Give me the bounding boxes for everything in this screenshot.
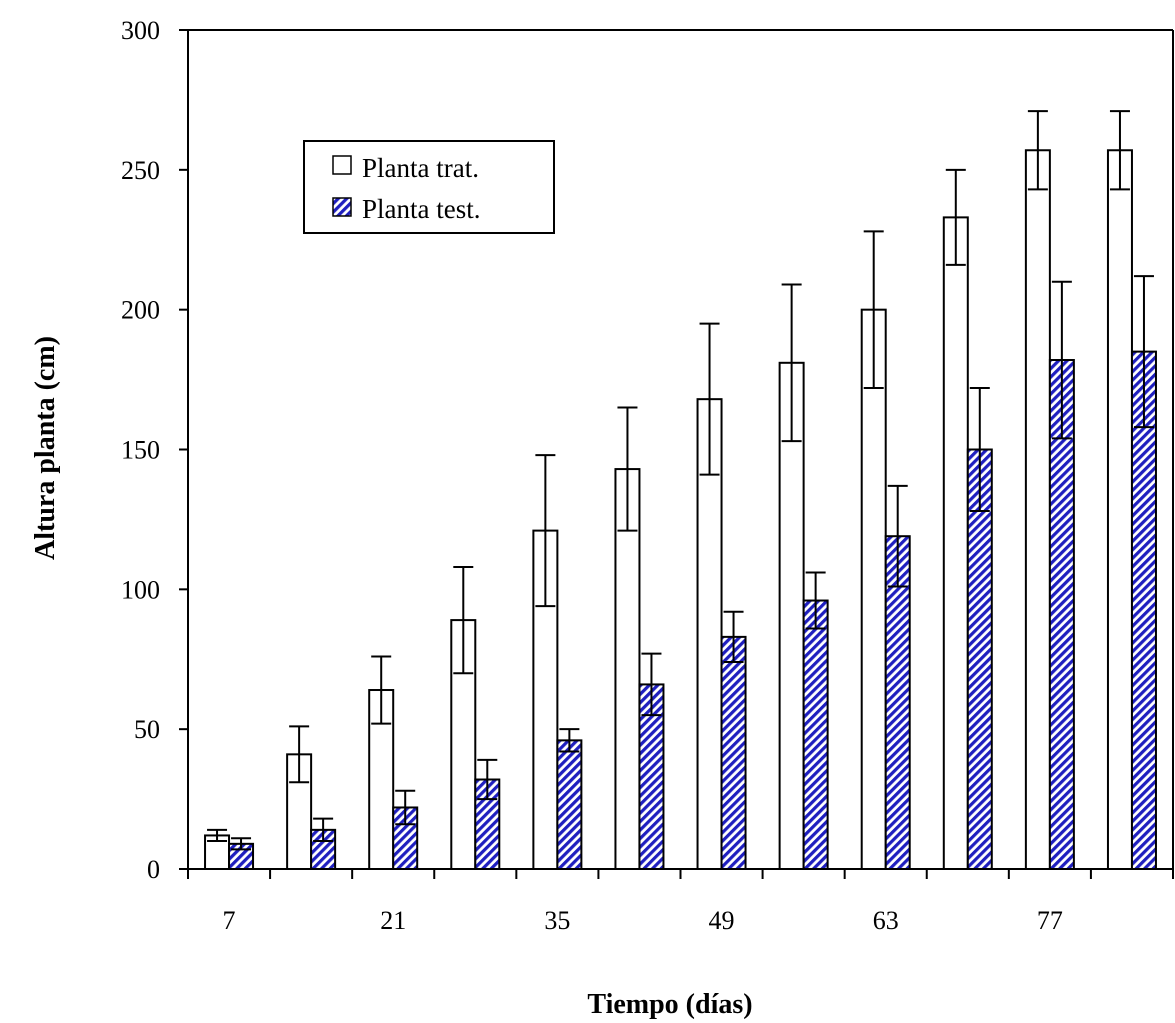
bar-trat <box>1024 149 1051 871</box>
x-tick-label: 21 <box>380 906 406 935</box>
bar-trat <box>696 398 723 870</box>
bar-test <box>556 739 583 870</box>
bar-trat <box>450 619 477 871</box>
y-tick-label: 0 <box>147 855 160 884</box>
legend-swatch-trat <box>332 155 352 175</box>
bar-test <box>474 778 501 870</box>
y-tick-label: 250 <box>121 156 160 185</box>
bar-trat <box>942 216 969 871</box>
y-tick-label: 50 <box>134 715 160 744</box>
bar-trat <box>614 468 641 870</box>
x-tick-label: 63 <box>873 906 899 935</box>
x-tick-label: 7 <box>223 906 236 935</box>
y-tick-label: 200 <box>121 296 160 325</box>
legend-swatch-test <box>332 197 352 217</box>
error-bars <box>207 110 1154 851</box>
bar-test <box>966 448 993 870</box>
x-tick-label: 49 <box>709 906 735 935</box>
bar-trat <box>1106 149 1133 871</box>
x-tick-label: 77 <box>1037 906 1063 935</box>
legend-label-trat: Planta trat. <box>362 153 479 183</box>
bar-test <box>1130 350 1157 871</box>
bar-test <box>720 635 747 870</box>
y-tick-label: 150 <box>121 436 160 465</box>
x-axis-title: Tiempo (días) <box>587 989 752 1020</box>
y-axis-title: Altura planta (cm) <box>30 336 61 560</box>
legend-label-test: Planta test. <box>362 194 480 224</box>
bar-test <box>884 535 911 870</box>
x-tick-label: 35 <box>544 906 570 935</box>
bar-trat <box>860 308 887 870</box>
x-axis: 7 21 35 49 63 77 <box>187 868 1174 935</box>
bar-test <box>802 599 829 871</box>
y-tick-label: 100 <box>121 575 160 604</box>
y-tick-label: 300 <box>121 16 160 45</box>
bars <box>204 149 1157 871</box>
y-axis: 0 50 100 150 200 250 300 <box>121 16 1174 884</box>
legend: Planta trat. Planta test. <box>303 140 555 234</box>
